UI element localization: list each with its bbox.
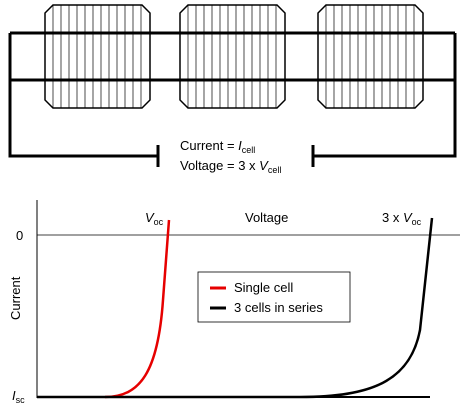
text: I — [238, 138, 242, 153]
x-axis-label: Voltage — [245, 210, 288, 225]
text: V — [259, 158, 269, 173]
bus-bars — [45, 31, 423, 82]
voc-label: Voc — [145, 210, 164, 227]
current-label: Current = Icell — [180, 138, 255, 155]
legend: Single cell 3 cells in series — [210, 280, 323, 315]
zero-label: 0 — [16, 228, 23, 243]
solar-cell — [44, 4, 151, 109]
solar-cell — [317, 4, 424, 109]
text: I — [12, 388, 16, 403]
y-axis-label: Current — [8, 276, 23, 320]
legend-label: 3 cells in series — [234, 300, 323, 315]
text: Voltage = 3 x — [180, 158, 259, 173]
legend-box — [197, 271, 351, 323]
isc-label: Isc — [12, 388, 25, 405]
text: oc — [412, 217, 422, 227]
text: V — [403, 210, 413, 225]
text: V — [145, 210, 155, 225]
single-cell-curve — [104, 219, 171, 399]
solar-cell — [179, 4, 286, 109]
text: sc — [16, 395, 26, 405]
text: oc — [154, 217, 164, 227]
series-curve — [37, 217, 434, 399]
voc3-label: 3 x Voc — [382, 210, 422, 227]
text: cell — [268, 165, 282, 175]
text: cell — [242, 145, 256, 155]
legend-label: Single cell — [234, 280, 293, 295]
text: Current = — [180, 138, 238, 153]
voltage-label: Voltage = 3 x Vcell — [180, 158, 281, 175]
text: 3 x — [382, 210, 403, 225]
